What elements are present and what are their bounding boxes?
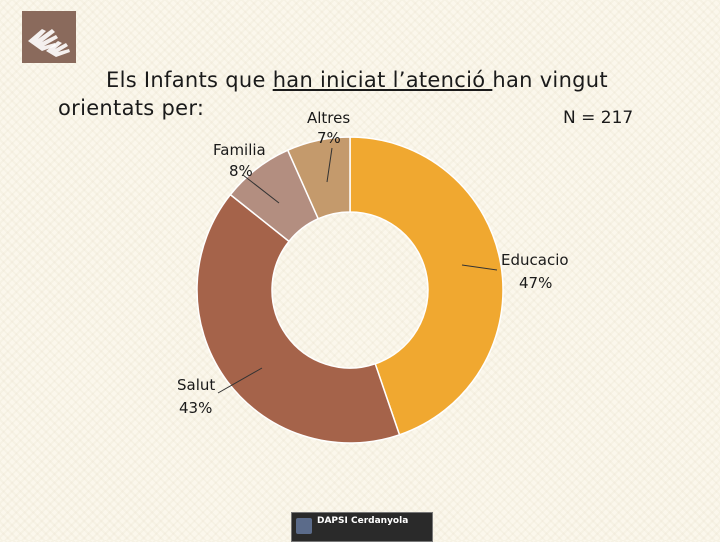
title-part-1: Els Infants que [106, 68, 273, 92]
slice-altres [286, 136, 351, 220]
slice-label-educacio: Educacio [501, 251, 569, 269]
leader-line-educacio [461, 264, 498, 271]
leader-line-altres [326, 147, 333, 183]
slice-label-altres: Altres [307, 109, 350, 127]
sample-size-label: N = 217 [563, 108, 634, 128]
chart-title: Els Infants que han iniciat l’atenció ha… [0, 68, 720, 128]
slice-percent-educacio: 47% [519, 274, 552, 292]
slice-salut [196, 193, 401, 444]
slice-percent-altres: 7% [317, 129, 341, 147]
title-line-2: orientats per: [58, 96, 205, 120]
slice-percent-familia: 8% [229, 162, 253, 180]
slice-educacio [349, 136, 504, 436]
slice-percent-salut: 43% [179, 399, 212, 417]
slice-label-salut: Salut [177, 376, 215, 394]
title-underlined-part: han iniciat l’atenció [272, 68, 493, 92]
hands-logo [22, 11, 76, 63]
footer-logo: DAPSI Cerdanyola [291, 512, 433, 542]
hands-icon [28, 29, 70, 57]
leader-line-salut [217, 367, 263, 394]
title-part-3: han vingut [492, 68, 608, 92]
leader-line-familia [242, 174, 280, 204]
footer-logo-text: DAPSI Cerdanyola [317, 516, 409, 526]
footer-logo-mark [296, 518, 312, 534]
slice-label-familia: Familia [213, 141, 266, 159]
